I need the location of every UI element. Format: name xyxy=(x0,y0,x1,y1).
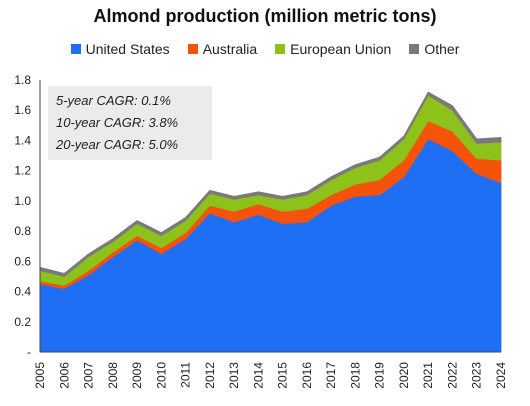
cagr-annotation-box: 5-year CAGR: 0.1% 10-year CAGR: 3.8% 20-… xyxy=(48,86,212,160)
y-tick-label: 1.0 xyxy=(14,194,31,208)
x-tick-label: 2016 xyxy=(300,362,314,389)
legend-label-australia: Australia xyxy=(202,41,258,57)
legend-item-european-union: European Union xyxy=(275,41,391,57)
x-tick-label: 2011 xyxy=(179,362,193,388)
legend-item-other: Other xyxy=(409,41,459,57)
x-tick-label: 2015 xyxy=(276,362,290,389)
y-tick-label: 1.2 xyxy=(14,164,31,178)
cagr-20-year: 20-year CAGR: 5.0% xyxy=(56,137,179,152)
x-tick-label: 2008 xyxy=(106,362,120,389)
y-tick-label: 0.2 xyxy=(14,315,31,329)
legend-swatch-united-states xyxy=(70,44,81,54)
x-tick-label: 2013 xyxy=(227,362,241,389)
legend-label-united-states: United States xyxy=(85,41,170,57)
x-tick-label: 2018 xyxy=(348,362,362,389)
x-tick-label: 2022 xyxy=(445,362,459,389)
legend-label-other: Other xyxy=(424,41,460,57)
x-tick-label: 2005 xyxy=(33,362,47,389)
y-tick-label: 0.4 xyxy=(14,285,31,299)
x-tick-label: 2010 xyxy=(154,362,168,389)
y-tick-label: 0.6 xyxy=(14,254,31,268)
legend-swatch-european-union xyxy=(275,44,286,54)
x-tick-label: 2014 xyxy=(251,362,265,389)
legend-item-united-states: United States xyxy=(70,41,170,57)
x-tick-label: 2024 xyxy=(494,362,508,389)
x-tick-label: 2021 xyxy=(421,362,435,389)
cagr-5-year: 5-year CAGR: 0.1% xyxy=(56,93,171,108)
x-tick-label: 2009 xyxy=(130,362,144,389)
y-tick-label: 1.8 xyxy=(14,73,31,87)
y-tick-label: 1.4 xyxy=(14,133,31,147)
legend-label-european-union: European Union xyxy=(290,41,392,57)
x-tick-label: 2023 xyxy=(470,362,484,389)
cagr-10-year: 10-year CAGR: 3.8% xyxy=(56,115,179,130)
y-tick-label: - xyxy=(27,345,31,359)
x-tick-label: 2020 xyxy=(397,362,411,389)
legend-swatch-australia xyxy=(187,44,198,54)
y-tick-label: 0.8 xyxy=(14,224,31,238)
y-tick-label: 1.6 xyxy=(14,103,31,117)
chart-title: Almond production (million metric tons) xyxy=(93,6,437,26)
x-tick-label: 2006 xyxy=(57,362,71,389)
legend-swatch-other xyxy=(409,44,420,54)
x-tick-label: 2019 xyxy=(373,362,387,389)
x-tick-label: 2007 xyxy=(82,362,96,389)
x-tick-label: 2017 xyxy=(324,362,338,389)
area-series-other xyxy=(39,91,502,277)
legend: United States Australia European Union O… xyxy=(0,41,530,57)
x-tick-label: 2012 xyxy=(203,362,217,389)
legend-item-australia: Australia xyxy=(187,41,258,57)
